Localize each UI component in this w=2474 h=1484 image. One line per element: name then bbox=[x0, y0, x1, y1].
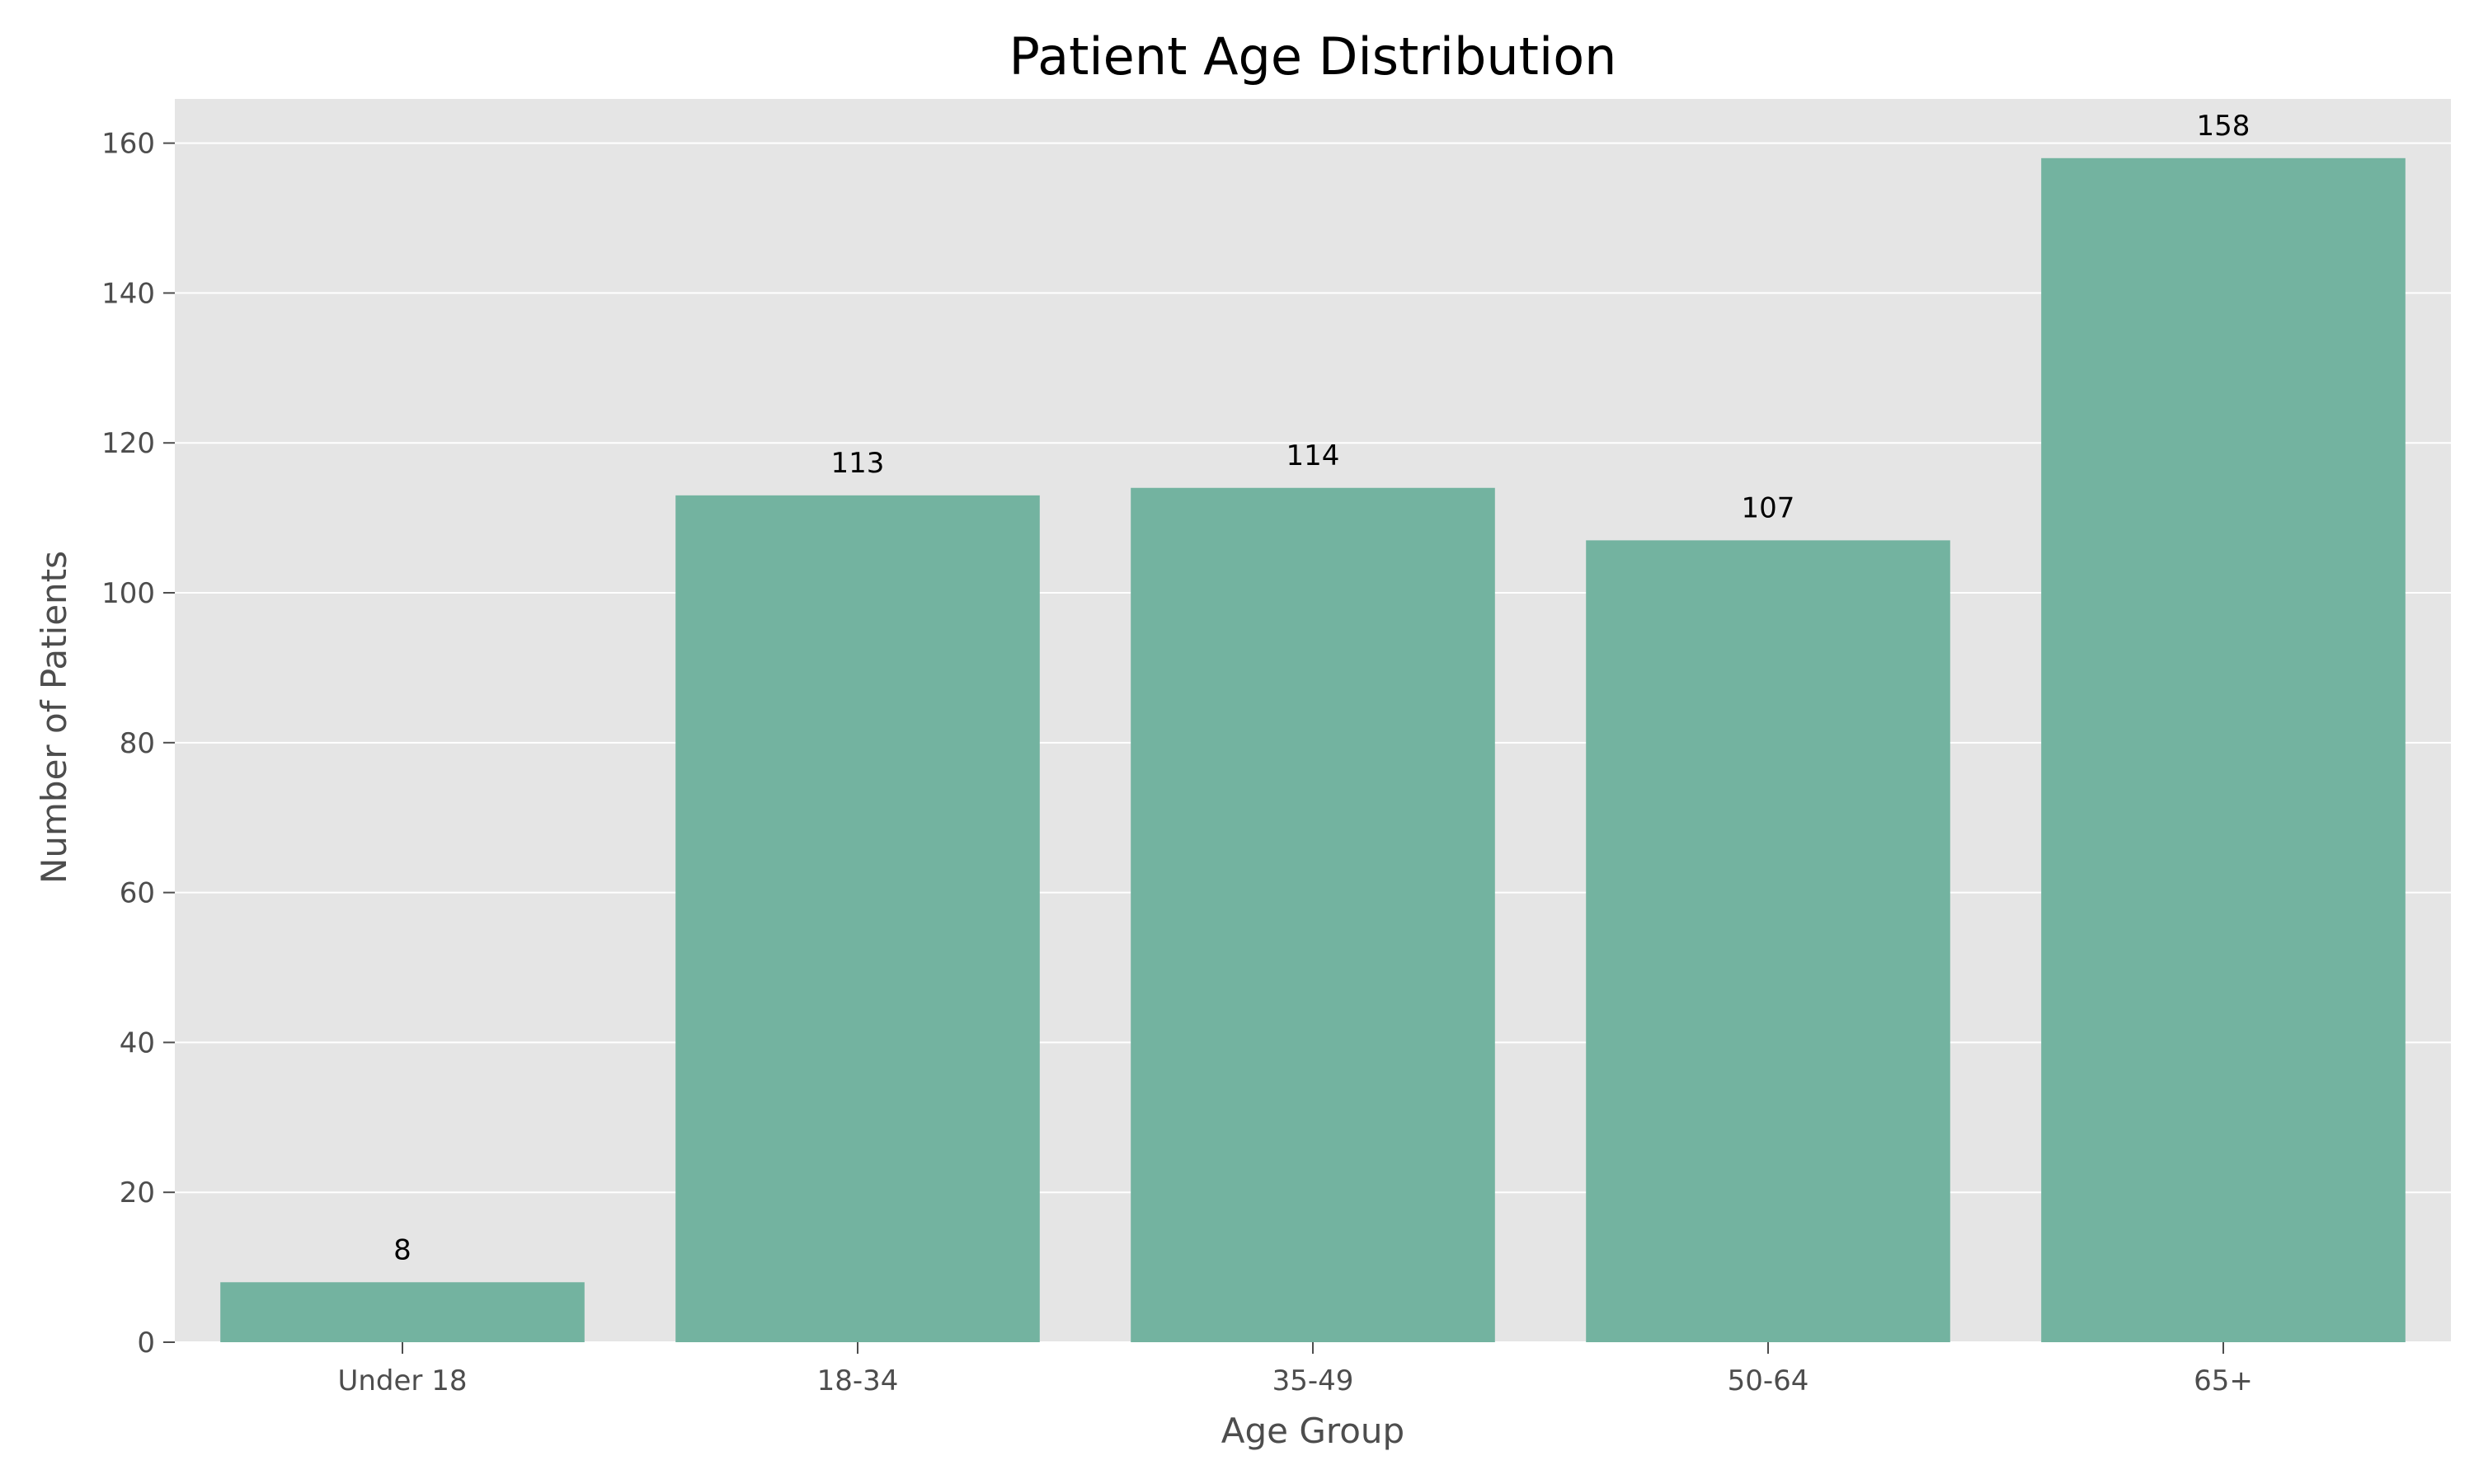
y-tick-label: 20 bbox=[120, 1176, 155, 1209]
bar-data-label: 107 bbox=[1742, 491, 1795, 524]
bar bbox=[675, 495, 1040, 1343]
bar-data-label: 113 bbox=[831, 447, 885, 480]
y-tick-label: 140 bbox=[101, 277, 155, 310]
bars bbox=[220, 157, 2406, 1343]
x-axis-title: Age Group bbox=[1221, 1411, 1404, 1451]
bar-data-label: 8 bbox=[393, 1233, 412, 1266]
y-tick-label: 160 bbox=[101, 128, 155, 161]
x-tick-label: 18-34 bbox=[817, 1364, 899, 1397]
x-tick-label: Under 18 bbox=[338, 1364, 468, 1397]
bar bbox=[2041, 157, 2406, 1342]
y-axis-title: Number of Patients bbox=[34, 551, 74, 884]
bar bbox=[1586, 540, 1950, 1342]
x-axis: Under 18 18-34 35-49 50-64 65+ bbox=[338, 1342, 2253, 1397]
bar-data-label: 114 bbox=[1286, 439, 1340, 472]
y-tick-label: 0 bbox=[137, 1327, 155, 1360]
data-labels: 8 113 114 107 158 bbox=[393, 110, 2250, 1266]
bar bbox=[1131, 487, 1495, 1343]
chart-title: Patient Age Distribution bbox=[1009, 26, 1617, 87]
y-tick-label: 80 bbox=[120, 727, 155, 760]
bar bbox=[220, 1282, 585, 1342]
x-tick-label: 50-64 bbox=[1728, 1364, 1809, 1397]
y-tick-label: 120 bbox=[101, 427, 155, 460]
y-tick-label: 60 bbox=[120, 877, 155, 910]
x-tick-label: 35-49 bbox=[1272, 1364, 1354, 1397]
x-tick-label: 65+ bbox=[2194, 1364, 2253, 1397]
y-tick-label: 100 bbox=[101, 577, 155, 610]
y-axis: 0 20 40 60 80 100 120 140 160 bbox=[101, 128, 175, 1360]
bar-data-label: 158 bbox=[2197, 110, 2251, 143]
y-tick-label: 40 bbox=[120, 1026, 155, 1059]
